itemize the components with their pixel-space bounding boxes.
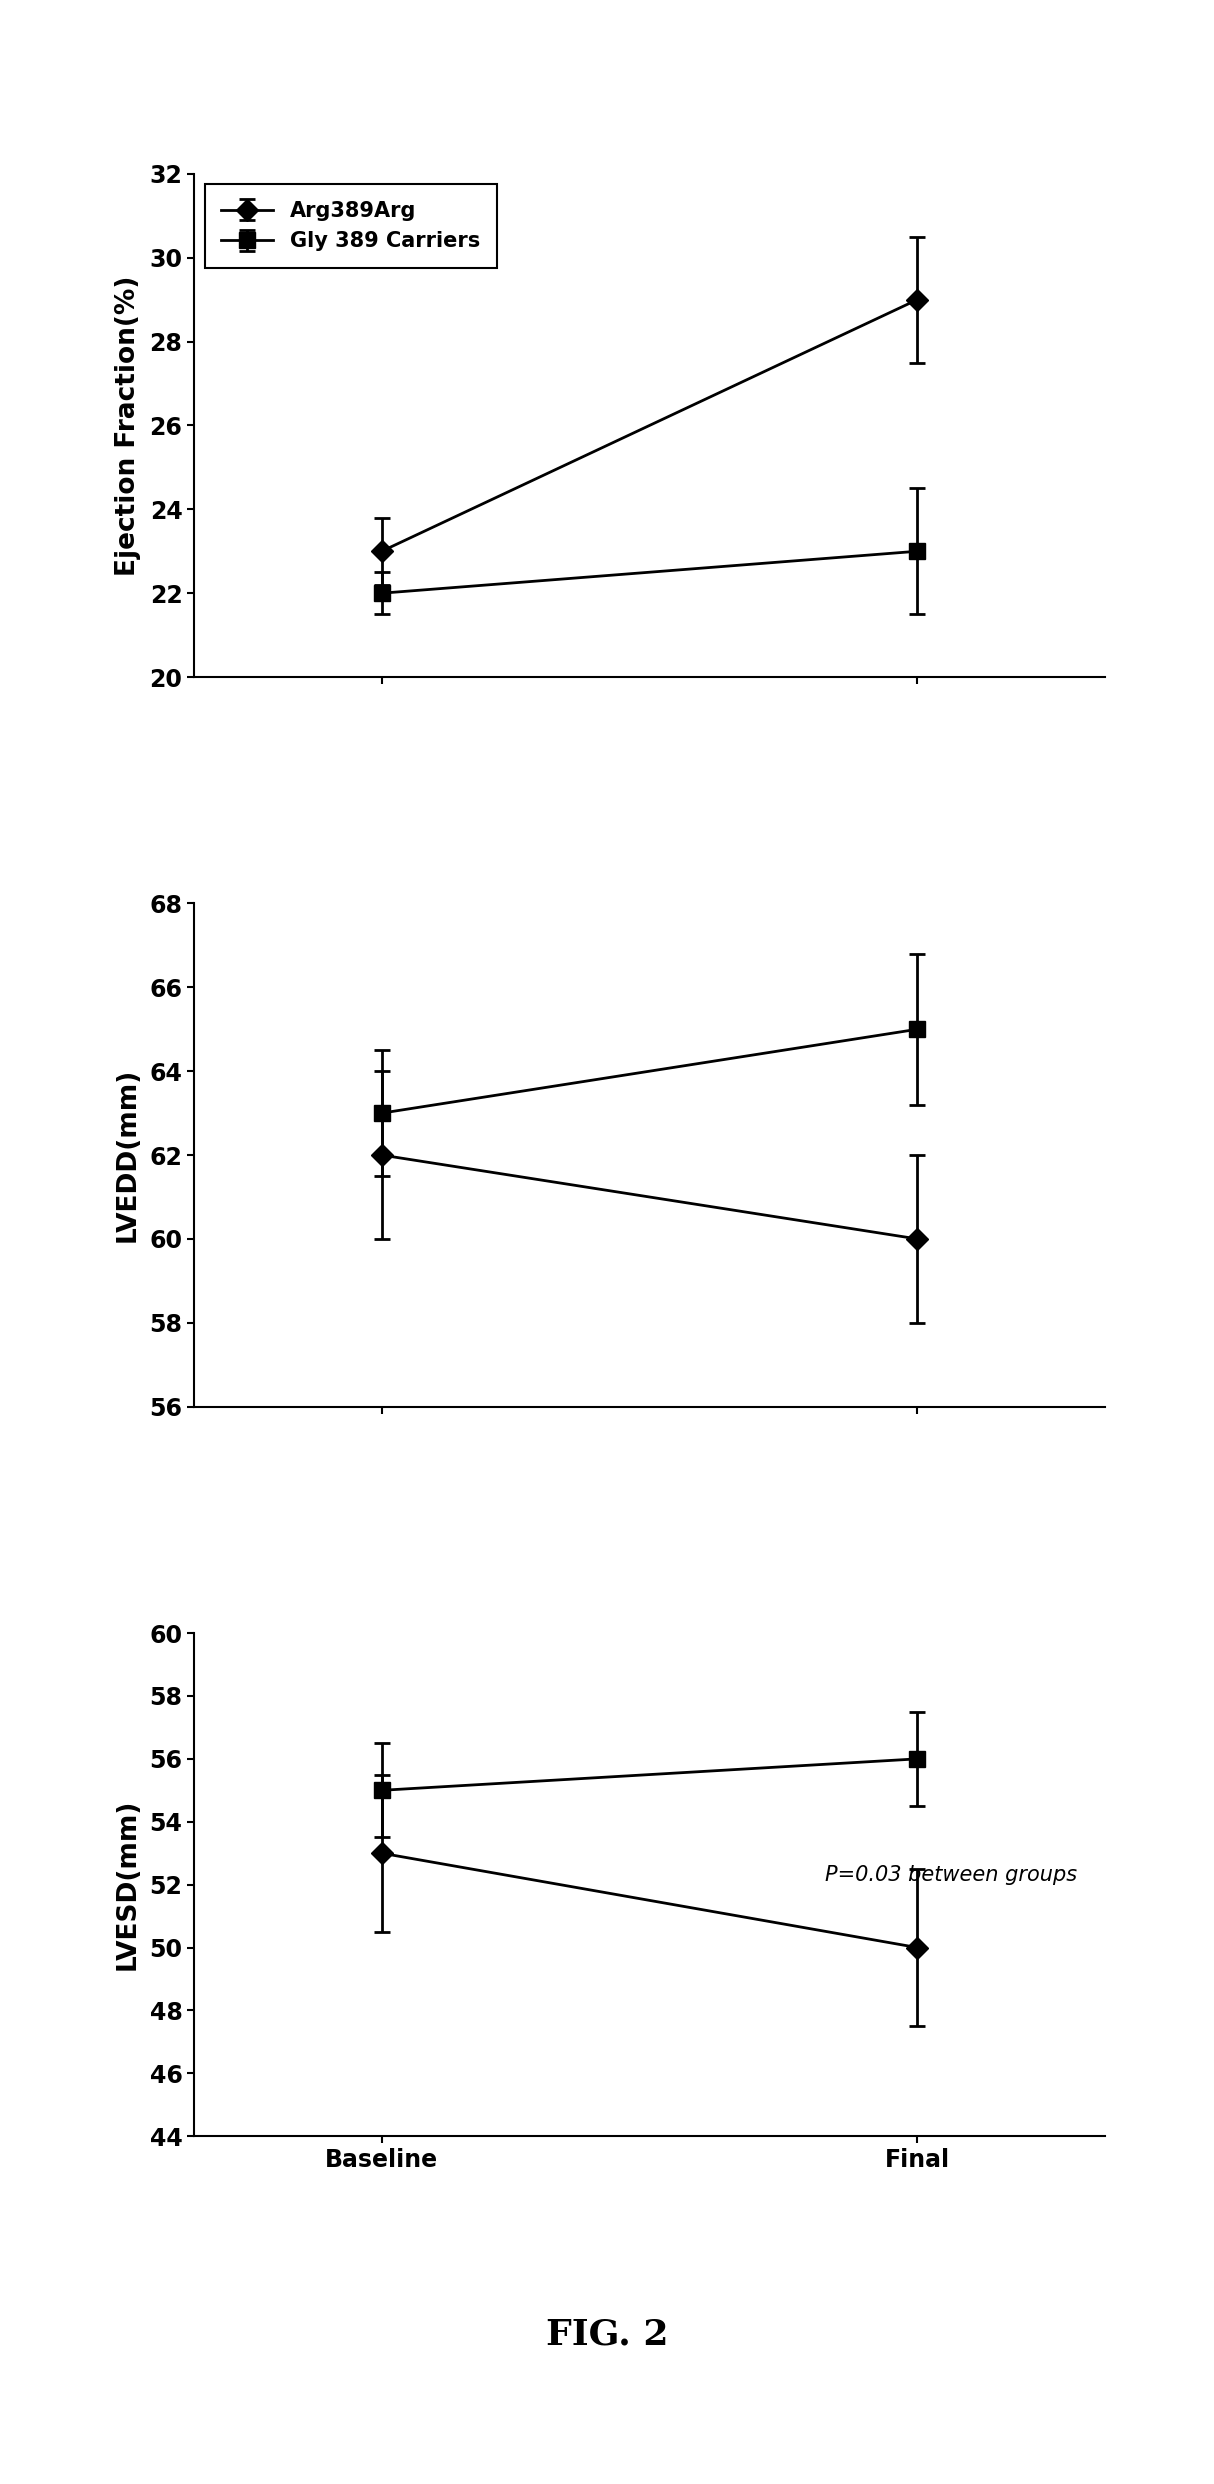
Y-axis label: LVEDD(mm): LVEDD(mm) — [115, 1068, 141, 1242]
Y-axis label: LVESD(mm): LVESD(mm) — [115, 1798, 141, 1970]
Text: FIG. 2: FIG. 2 — [546, 2318, 668, 2352]
Legend: Arg389Arg, Gly 389 Carriers: Arg389Arg, Gly 389 Carriers — [205, 184, 497, 268]
Y-axis label: Ejection Fraction(%): Ejection Fraction(%) — [115, 276, 141, 576]
Text: P=0.03 between groups: P=0.03 between groups — [826, 1865, 1078, 1885]
